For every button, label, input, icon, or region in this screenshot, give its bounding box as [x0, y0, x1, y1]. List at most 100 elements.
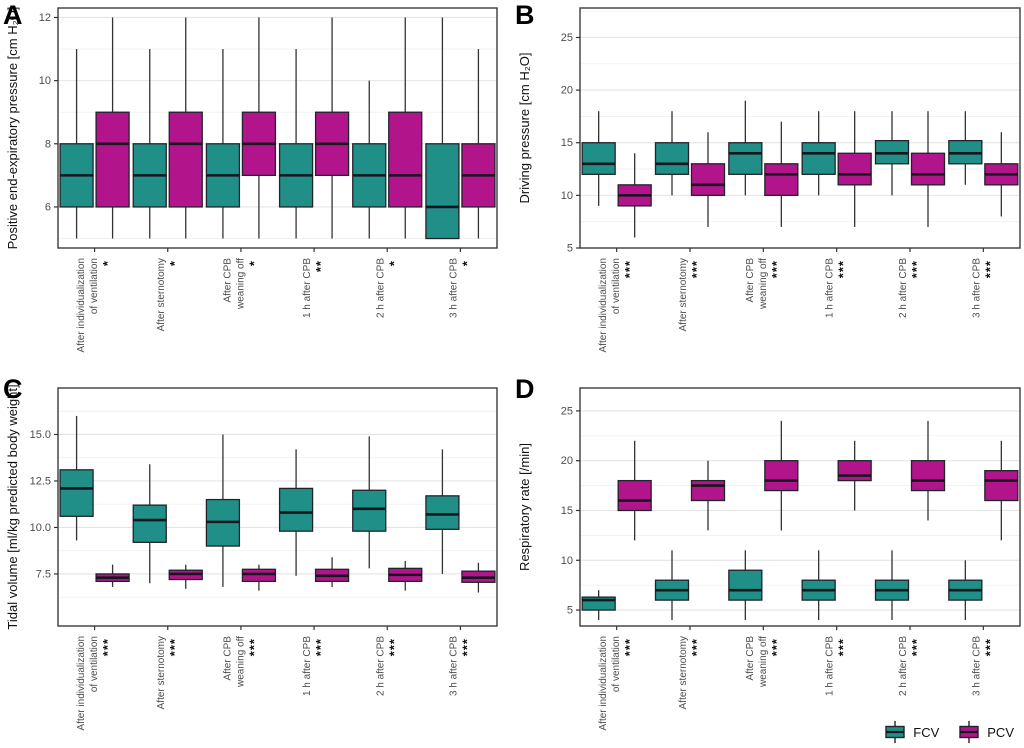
significance-stars: ***: [246, 638, 261, 656]
legend-label-fcv: FCV: [913, 724, 940, 740]
y-tick-label: 7.5: [36, 568, 51, 580]
panel-a-plot: 6 8 10 12 Positive end-expiratory pressure […: [5, 7, 498, 353]
x-category-label: of ventilation: [89, 636, 100, 692]
y-tick-label: 10.0: [30, 522, 51, 534]
x-category-label: After CPB: [745, 636, 756, 681]
panel-d: D 5 10 15 20 25 Respiratory rate [/min] After …: [512, 374, 1024, 748]
x-category-label: weaning off: [235, 636, 246, 688]
box-pcv: [764, 163, 799, 197]
x-category-label: 1 h after CPB: [825, 258, 836, 318]
fcv-boxplot-glyph-icon: [885, 721, 905, 743]
panel-c-letter: C: [3, 374, 23, 404]
gridlines: [58, 16, 497, 239]
panel-c-plot: 7.5 10.0 12.5 15.0 Tidal volume [ml/kg predi…: [5, 384, 498, 731]
box-pcv: [837, 152, 872, 186]
y-axis: 6 8 10 12: [39, 12, 58, 213]
x-category-label: 3 h after CPB: [971, 636, 982, 696]
x-category-label: After CPB: [222, 258, 233, 303]
panel-b: B 5 10 15 20 25 Driving pressure [cm H₂O] Afte…: [512, 0, 1024, 374]
series-pcv: [617, 420, 1019, 541]
x-category-label: 2 h after CPB: [375, 636, 386, 696]
significance-stars: ***: [622, 260, 637, 278]
gridlines: [580, 10, 1020, 249]
box-pcv: [910, 460, 946, 492]
significance-stars: *: [246, 260, 261, 266]
x-category-label: 2 h after CPB: [898, 258, 909, 318]
x-category-label: of ventilation: [89, 258, 100, 314]
pcv-boxplot-glyph-icon: [959, 721, 979, 743]
y-tick-label: 6: [45, 201, 51, 213]
x-axis: After individualization of ventilation ***…: [598, 248, 997, 353]
box-pcv: [690, 479, 726, 502]
panel-c: C 7.5 10.0 12.5 15.0 Tidal volume [ml/kg pre…: [0, 374, 512, 748]
y-tick-label: 8: [45, 138, 51, 150]
significance-stars: **: [313, 260, 328, 272]
significance-stars: ***: [836, 260, 851, 278]
box-pcv: [910, 152, 946, 186]
x-category-label: weaning off: [758, 636, 769, 688]
x-category-label: After individualization: [76, 258, 87, 353]
series-fcv: [581, 550, 983, 621]
box-fcv: [581, 142, 616, 175]
panel-border: [57, 387, 498, 627]
panel-a: A 6 8 10 12 Positive end-expiratory pressure…: [0, 0, 512, 374]
legend: FCV PCV: [883, 720, 1014, 744]
box-pcv: [984, 470, 1019, 502]
x-category-label: 3 h after CPB: [448, 258, 459, 318]
x-category-label: After sternotomy: [156, 258, 167, 331]
box-pcv: [837, 460, 872, 482]
significance-stars: *: [167, 260, 182, 266]
series-pcv: [95, 17, 496, 239]
series-fcv: [59, 17, 460, 240]
box-fcv: [59, 469, 94, 517]
significance-stars: ***: [982, 638, 997, 656]
box-fcv: [425, 143, 460, 240]
x-category-label: After sternotomy: [678, 258, 689, 331]
x-category-label: After CPB: [222, 636, 233, 681]
y-axis-title: Tidal volume [ml/kg predicted body weigh…: [5, 384, 20, 629]
series-pcv: [617, 111, 1019, 238]
panel-b-plot: 5 10 15 20 25 Driving pressure [cm H₂O] After …: [517, 7, 1021, 353]
y-tick-label: 5: [567, 605, 573, 617]
y-tick-label: 10: [561, 555, 573, 567]
panel-border: [57, 7, 498, 249]
box-fcv: [728, 142, 763, 175]
significance-stars: *: [459, 260, 474, 266]
significance-stars: ***: [909, 638, 924, 656]
panel-a-letter: A: [3, 0, 23, 30]
y-tick-label: 25: [561, 32, 573, 44]
x-category-label: of ventilation: [611, 636, 622, 692]
x-axis: After individualization of ventilation ***…: [76, 626, 474, 731]
series-fcv: [59, 415, 460, 587]
box-pcv: [241, 568, 277, 583]
x-category-label: 3 h after CPB: [448, 636, 459, 696]
y-tick-label: 25: [561, 405, 573, 417]
legend-item-pcv: PCV: [957, 720, 1014, 744]
series-pcv: [95, 557, 496, 593]
y-tick-label: 20: [561, 85, 573, 97]
y-tick-label: 10: [561, 190, 573, 202]
significance-stars: ***: [982, 260, 997, 278]
x-category-label: After sternotomy: [678, 636, 689, 709]
y-axis: 5 10 15 20 25: [561, 32, 580, 255]
y-tick-label: 15.0: [30, 429, 51, 441]
box-pcv: [95, 111, 130, 208]
significance-stars: ***: [689, 638, 704, 656]
y-axis-title: Driving pressure [cm H₂O]: [517, 53, 532, 204]
x-category-label: weaning off: [235, 258, 246, 310]
significance-stars: ***: [909, 260, 924, 278]
box-fcv: [654, 142, 690, 175]
significance-stars: *: [386, 260, 401, 266]
y-tick-label: 15: [561, 137, 573, 149]
box-fcv: [132, 504, 167, 543]
y-axis: 5 10 15 20 25: [561, 405, 580, 617]
y-axis-title: Respiratory rate [/min]: [517, 443, 532, 571]
significance-stars: *: [100, 260, 115, 266]
box-pcv: [168, 111, 203, 208]
box-fcv: [801, 142, 836, 175]
panel-b-letter: B: [515, 0, 535, 30]
x-axis: After individualization of ventilation * Af…: [76, 248, 474, 353]
gridlines: [58, 410, 497, 598]
y-tick-label: 15: [561, 505, 573, 517]
